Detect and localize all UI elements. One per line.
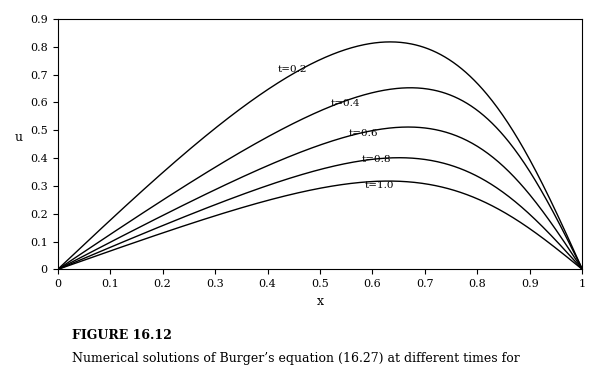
Text: t=0.2: t=0.2: [278, 65, 308, 73]
Text: FIGURE 16.12: FIGURE 16.12: [72, 329, 172, 342]
X-axis label: x: x: [317, 295, 323, 308]
Y-axis label: u: u: [15, 131, 23, 144]
Text: t=1.0: t=1.0: [365, 181, 394, 190]
Text: Numerical solutions of Burger’s equation (16.27) at different times for: Numerical solutions of Burger’s equation…: [72, 352, 520, 365]
Text: t=0.8: t=0.8: [362, 155, 391, 164]
Text: t=0.4: t=0.4: [331, 99, 360, 108]
Text: t=0.6: t=0.6: [349, 129, 379, 138]
